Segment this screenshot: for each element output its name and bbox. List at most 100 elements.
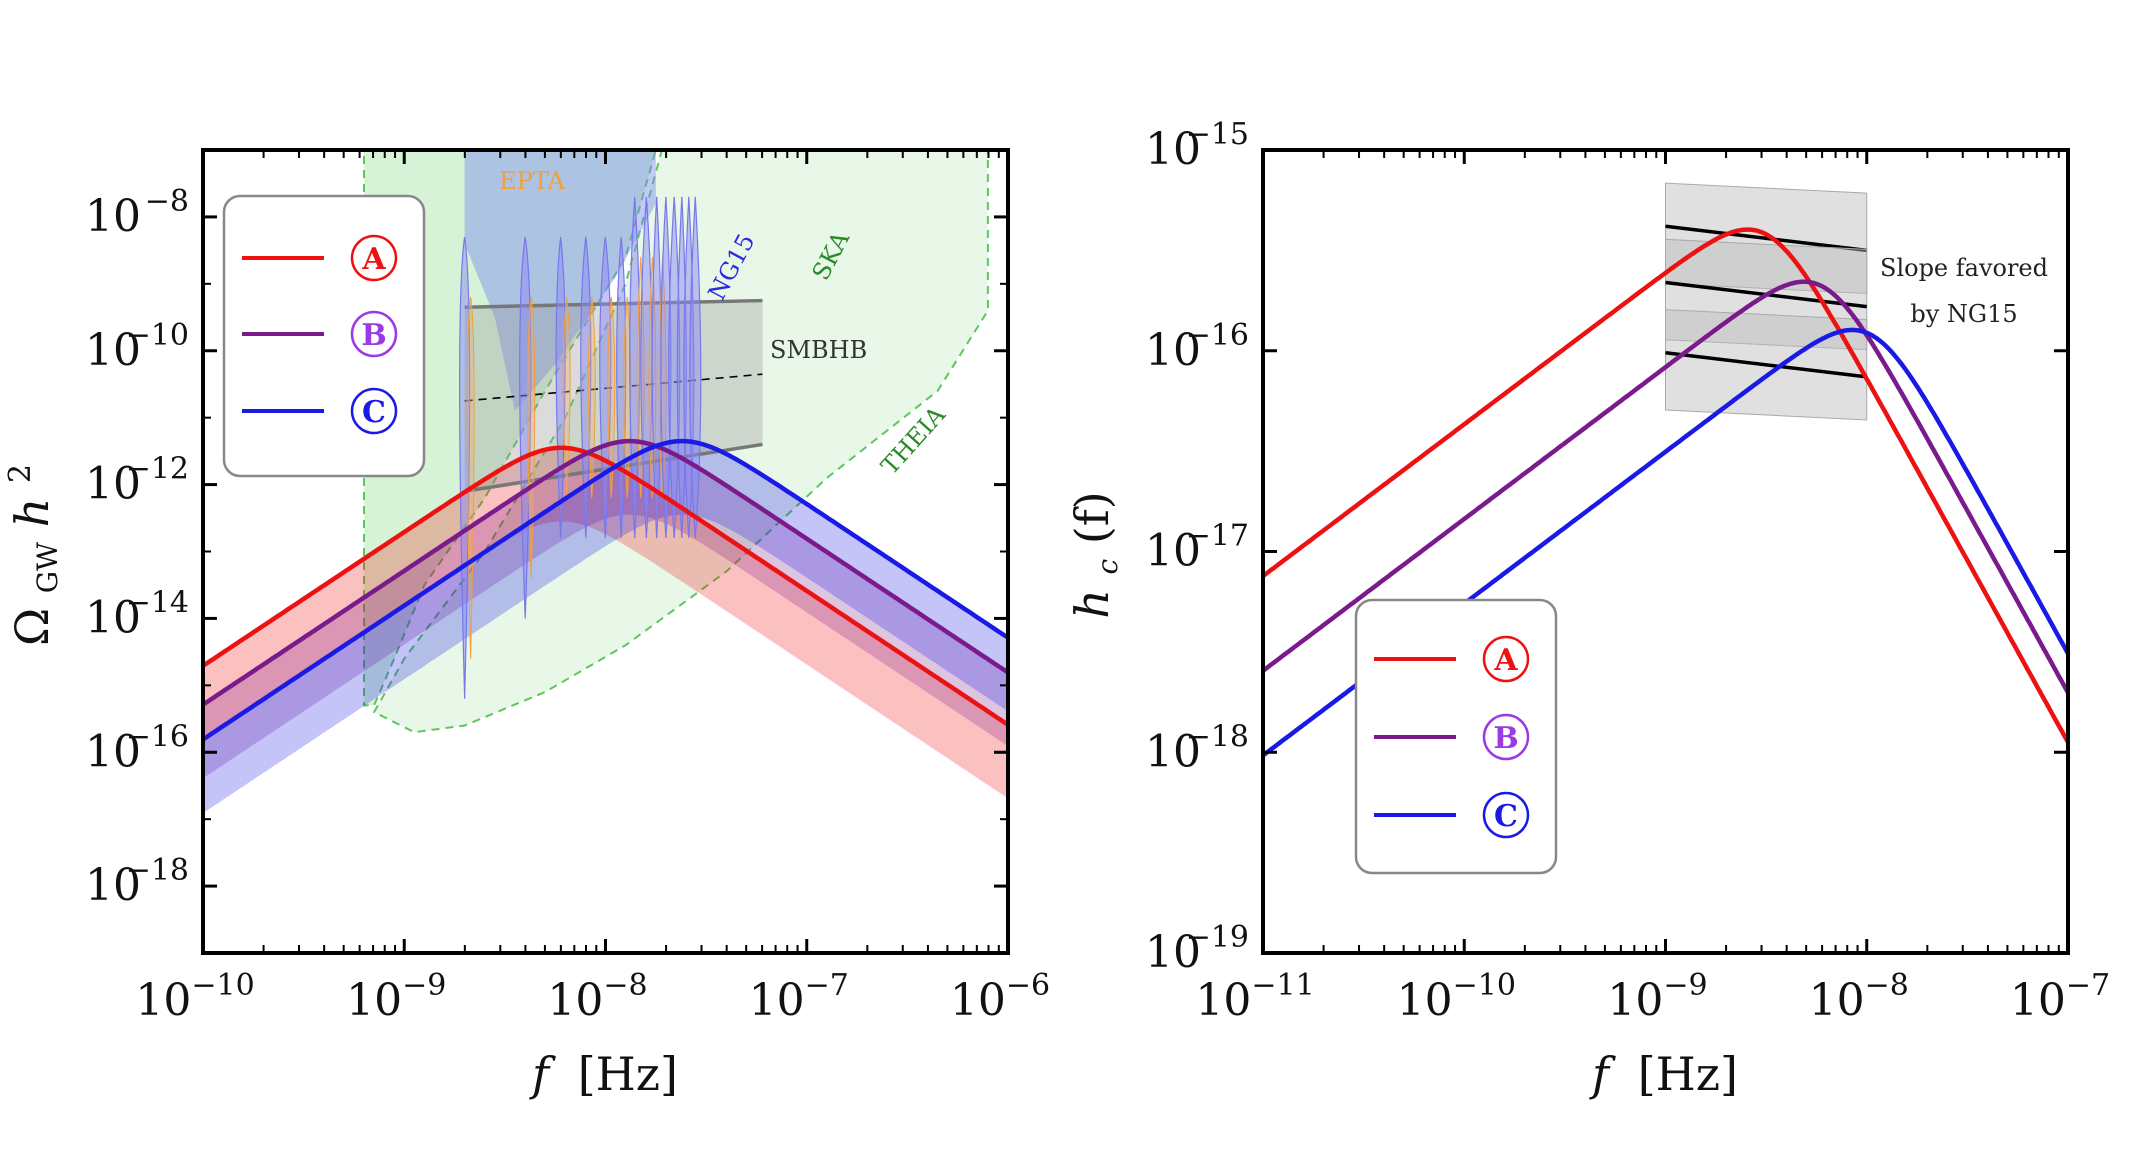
- right-x-axis-label: f [Hz]: [1589, 1047, 1738, 1101]
- slope-line: [1665, 224, 1867, 253]
- curve-b: [203, 438, 1008, 708]
- curve-a: [203, 445, 1008, 728]
- hc-curve-b: [1263, 279, 2068, 698]
- left-plot-frame: [201, 148, 1010, 955]
- x-tick-exp: −8: [1865, 968, 1909, 1003]
- x-tick-label: 10−7: [2010, 968, 2110, 1026]
- legend-circle-a: [1482, 635, 1530, 683]
- right-legend: A B C: [1354, 598, 1558, 875]
- y-tick-exp: −19: [1186, 920, 1249, 955]
- band-a: [203, 447, 1008, 799]
- epta-violin: [607, 296, 616, 499]
- y-tick-exp: −12: [126, 452, 189, 487]
- slope-annotation-line2: by NG15: [1910, 300, 2017, 328]
- legend-label-a: A: [361, 242, 386, 277]
- y-tick-label: 10: [85, 726, 141, 777]
- left-y-axis-label: Ω GW h 2: [3, 464, 68, 646]
- right-plot-frame: [1261, 148, 2070, 955]
- y-tick-base: 10: [1145, 927, 1201, 978]
- left-ylabel-sup: 2: [3, 464, 38, 483]
- y-tick-label: 10: [85, 592, 141, 643]
- y-tick-base: 10: [85, 191, 141, 242]
- epta-violin: [466, 296, 475, 659]
- legend-label-a: A: [1493, 643, 1518, 678]
- y-tick-base: 10: [1145, 726, 1201, 777]
- x-tick-exp: −6: [1006, 968, 1050, 1003]
- left-xlabel-unit: [Hz]: [578, 1047, 678, 1101]
- y-tick-base: 10: [1145, 124, 1201, 175]
- x-tick-label: 10−8: [1809, 968, 1909, 1026]
- left-legend: A B C: [222, 194, 426, 478]
- x-tick-label: 10−10: [135, 968, 254, 1026]
- band-c: [203, 441, 1008, 814]
- smbhb-label: SMBHB: [770, 336, 867, 364]
- slope-annotation-line1: Slope favored: [1880, 254, 2048, 282]
- ng15-violin: [555, 236, 566, 539]
- ng15-violin: [580, 236, 592, 539]
- epta-violin: [527, 296, 536, 579]
- y-tick-label: 10: [1145, 726, 1201, 777]
- ng15-violin: [689, 196, 702, 539]
- x-tick-exp: −8: [603, 968, 647, 1003]
- y-tick-label: 10: [85, 860, 141, 911]
- right-y-axis-label: h c (f): [1065, 491, 1128, 619]
- y-tick-base: 10: [1145, 325, 1201, 376]
- right-ylabel-sub: c: [1091, 558, 1124, 574]
- y-tick-exp: −15: [1186, 117, 1249, 152]
- x-tick-exp: −11: [1251, 968, 1314, 1003]
- x-tick-label: 10−9: [346, 968, 446, 1026]
- legend-label-b: B: [361, 318, 386, 353]
- slope-line: [1665, 351, 1867, 379]
- y-tick-exp: −16: [126, 719, 189, 754]
- x-tick-exp: −7: [2066, 968, 2110, 1003]
- left-xlabel-var: f: [529, 1047, 556, 1101]
- smbhb-median: [464, 373, 763, 402]
- x-tick-base: 10: [2010, 975, 2066, 1026]
- y-tick-exp: −18: [126, 853, 189, 888]
- legend-circle-a: [350, 234, 398, 282]
- y-tick-base: 10: [85, 592, 141, 643]
- x-tick-base: 10: [1607, 975, 1663, 1026]
- x-tick-base: 10: [1195, 975, 1251, 1026]
- right-panel: 10−11 10−10 10−9 10−8 10−710−1510−1610−1710−…: [1065, 117, 2110, 1101]
- x-tick-label: 10−10: [1397, 968, 1516, 1026]
- ng15-slope-cones: [1665, 182, 1868, 421]
- legend-label-c: C: [1494, 799, 1518, 834]
- x-tick-exp: −9: [402, 968, 446, 1003]
- x-tick-exp: −9: [1663, 968, 1707, 1003]
- legend-circle-c: [350, 387, 398, 435]
- legend-circle-b: [350, 310, 398, 358]
- y-tick-label: 10: [1145, 927, 1201, 978]
- y-tick-label: 10: [1145, 526, 1201, 577]
- y-tick-base: 10: [85, 325, 141, 376]
- x-tick-base: 10: [1397, 975, 1453, 1026]
- left-panel: 10−10 10−9 10−8 10−7 10−610 −810−1010−1210−14…: [3, 148, 1050, 1101]
- y-tick-exp: −14: [126, 585, 189, 620]
- x-tick-label: 10−6: [950, 968, 1050, 1026]
- right-ticks: 10−11 10−10 10−9 10−8 10−710−1510−1610−1710−…: [1145, 117, 2110, 1026]
- x-tick-exp: −10: [1453, 968, 1516, 1003]
- y-tick-label: 10: [85, 325, 141, 376]
- x-tick-base: 10: [547, 975, 603, 1026]
- y-tick-exp: −16: [1186, 318, 1249, 353]
- right-xlabel-unit: [Hz]: [1638, 1047, 1738, 1101]
- x-tick-label: 10−11: [1195, 968, 1314, 1026]
- x-tick-label: 10−9: [1607, 968, 1707, 1026]
- y-tick-label: 10: [1145, 325, 1201, 376]
- legend-label-b: B: [1493, 721, 1518, 756]
- left-ylabel-sub: GW: [31, 542, 64, 593]
- y-tick-base: 10: [1145, 526, 1201, 577]
- right-ylabel-arg: (f): [1065, 491, 1119, 544]
- y-tick-exp: −18: [1186, 719, 1249, 754]
- x-tick-base: 10: [749, 975, 805, 1026]
- y-tick-label: 10: [85, 191, 141, 242]
- y-tick-label: 10: [1145, 124, 1201, 175]
- legend-label-c: C: [362, 395, 386, 430]
- y-tick-exp: −17: [1186, 519, 1249, 554]
- curve-c: [203, 438, 1008, 743]
- x-tick-base: 10: [1809, 975, 1865, 1026]
- x-tick-label: 10−7: [749, 968, 849, 1026]
- y-tick-base: 10: [85, 726, 141, 777]
- hc-curve-a: [1263, 227, 2068, 748]
